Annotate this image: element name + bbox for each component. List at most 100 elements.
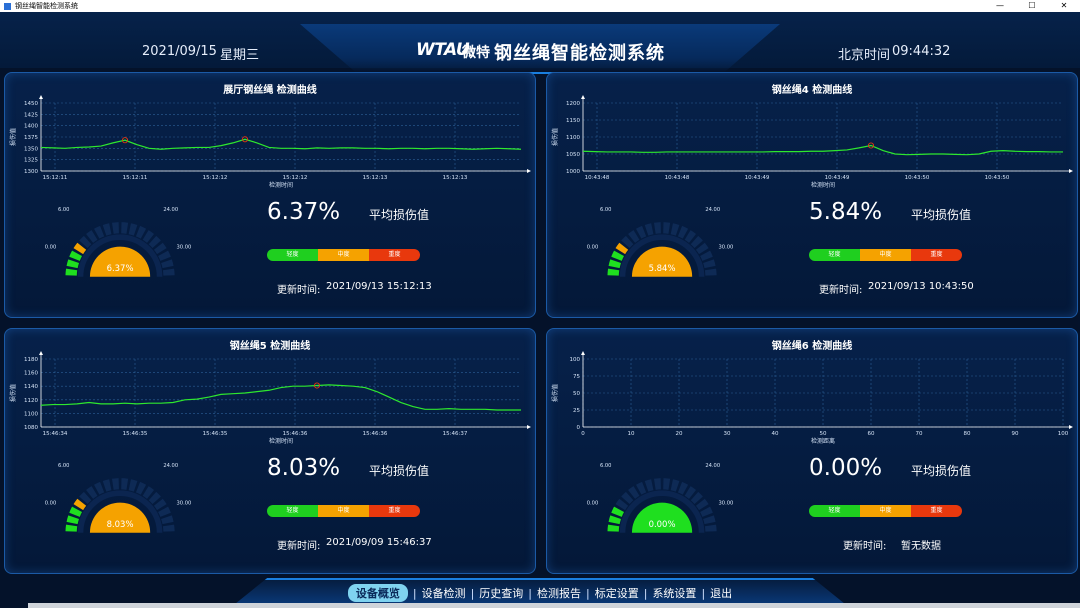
gauge-segment (703, 259, 716, 269)
nav-item[interactable]: 系统设置 (652, 587, 697, 600)
nav-item[interactable]: 设备概览 (347, 584, 408, 602)
avg-damage-value: 0.00% (809, 455, 883, 481)
nav-item[interactable]: 检测报告 (537, 587, 581, 600)
gauge-tick-label: 6.00 (58, 463, 69, 469)
x-tick-label: 10:43:49 (745, 175, 770, 181)
y-tick-label: 1120 (24, 398, 38, 404)
x-tick-label: 15:46:36 (283, 431, 308, 437)
maximize-button[interactable]: ☐ (1028, 1, 1036, 10)
window-titlebar: 钢丝绳智能检测系统 — ☐ ✕ (0, 0, 1080, 12)
defect-marker (241, 136, 249, 143)
y-tick-label: 1180 (24, 357, 38, 363)
gauge-center (631, 246, 693, 277)
app-title: 钢丝绳智能检测系统 (494, 43, 665, 64)
x-tick-label: 15:12:12 (283, 175, 308, 181)
update-time-label: 更新时间: (843, 541, 887, 552)
x-tick-label: 10 (628, 431, 635, 437)
x-tick-label: 15:12:13 (363, 175, 388, 181)
avg-damage-value: 5.84% (809, 199, 883, 225)
damage-level-bar: 轻度 中度 重度 (809, 249, 962, 261)
x-axis-label: 检测时间 (811, 181, 835, 189)
panel-title: 钢丝绳4 检测曲线 (771, 85, 853, 96)
gauge-tick-label: 0.00 (45, 500, 56, 506)
gauge-segment (621, 235, 634, 249)
x-tick-label: 40 (772, 431, 779, 437)
gauge-tick-label: 24.00 (163, 463, 178, 469)
header-date: 2021/09/15 (142, 44, 217, 59)
gauge-tick-label: 30.00 (719, 500, 734, 506)
brand-logo: WTAU (416, 40, 470, 60)
horizontal-scrollbar[interactable] (28, 603, 1080, 608)
y-tick-label: 1160 (24, 371, 38, 377)
series-line (582, 144, 1063, 156)
level-light: 轻度 (267, 505, 318, 517)
x-axis-label: 检测时间 (269, 437, 293, 445)
gauge-segment (135, 481, 147, 495)
gauge-segment (65, 524, 78, 532)
nav-item[interactable]: 设备检测 (421, 587, 466, 600)
gauge-segment (690, 491, 703, 505)
x-axis-arrow (1069, 425, 1073, 429)
window-controls: — ☐ ✕ (984, 0, 1080, 12)
gauge-tick-label: 30.00 (177, 244, 192, 250)
close-button[interactable]: ✕ (1060, 1, 1068, 10)
gauge-center (631, 502, 693, 533)
x-tick-label: 60 (868, 431, 875, 437)
panel-title: 钢丝绳5 检测曲线 (229, 341, 311, 352)
avg-damage-label: 平均损伤值 (369, 464, 430, 478)
defect-marker (121, 137, 129, 144)
gauge-segment (695, 242, 709, 255)
gauge-segment (611, 506, 625, 517)
y-axis-label: 损伤值 (9, 384, 17, 402)
avg-damage-value: 6.37% (267, 199, 341, 225)
nav-item[interactable]: 标定设置 (594, 587, 639, 600)
y-axis-arrow (39, 95, 43, 99)
gauge-segment (636, 225, 647, 239)
level-mid: 中度 (860, 505, 911, 517)
gauge-inner-ring (77, 490, 163, 533)
gauge-segment (73, 242, 87, 255)
gauge-value-label: 0.00% (649, 519, 676, 529)
nav-item[interactable]: 历史查询 (479, 587, 524, 600)
update-time-value: 2021/09/13 15:12:13 (326, 281, 432, 292)
gauge-segment (153, 242, 167, 255)
y-tick-label: 1200 (566, 101, 580, 107)
gauge-value-label: 5.84% (649, 263, 676, 273)
app-icon (4, 2, 11, 10)
gauge-segment (663, 222, 671, 234)
damage-level-bar: 轻度 中度 重度 (267, 249, 420, 261)
level-heavy: 重度 (911, 249, 962, 261)
gauge-tick-label: 6.00 (600, 463, 611, 469)
x-tick-label: 10:43:49 (825, 175, 850, 181)
y-tick-label: 1100 (566, 135, 580, 141)
x-tick-label: 10:43:50 (905, 175, 930, 181)
y-tick-label: 0 (577, 425, 581, 431)
detection-chart: 1300 1325 1350 1375 1400 1425 1450 15:12:11 15:1… (9, 95, 531, 189)
x-tick-label: 100 (1058, 431, 1069, 437)
series-line (40, 384, 521, 411)
gauge-tick-label: 30.00 (177, 500, 192, 506)
x-tick-label: 15:46:35 (123, 431, 148, 437)
minimize-button[interactable]: — (996, 1, 1004, 10)
panel-title: 钢丝绳6 检测曲线 (771, 341, 853, 352)
gauge-tick-label: 0.00 (587, 244, 598, 250)
y-axis-arrow (581, 351, 585, 355)
level-light: 轻度 (809, 505, 860, 517)
gauge-segment (79, 235, 92, 249)
nav-separator: | (643, 587, 648, 600)
gauge-segment (66, 259, 80, 269)
gauge-tick-label: 30.00 (719, 244, 734, 250)
nav-item[interactable]: 退出 (710, 587, 733, 600)
y-tick-label: 1400 (24, 124, 38, 130)
x-tick-label: 20 (676, 431, 683, 437)
gauge-segment (653, 478, 661, 490)
x-axis-label: 检测时间 (269, 181, 293, 189)
avg-damage-value: 8.03% (267, 455, 341, 481)
gauge-segment (684, 230, 697, 243)
x-tick-label: 50 (820, 431, 827, 437)
defect-marker (867, 142, 875, 149)
clock-label: 北京时间 (838, 48, 891, 63)
detection-chart: 1000 1050 1100 1150 1200 10:43:48 10:43:48 10:4… (551, 95, 1073, 189)
